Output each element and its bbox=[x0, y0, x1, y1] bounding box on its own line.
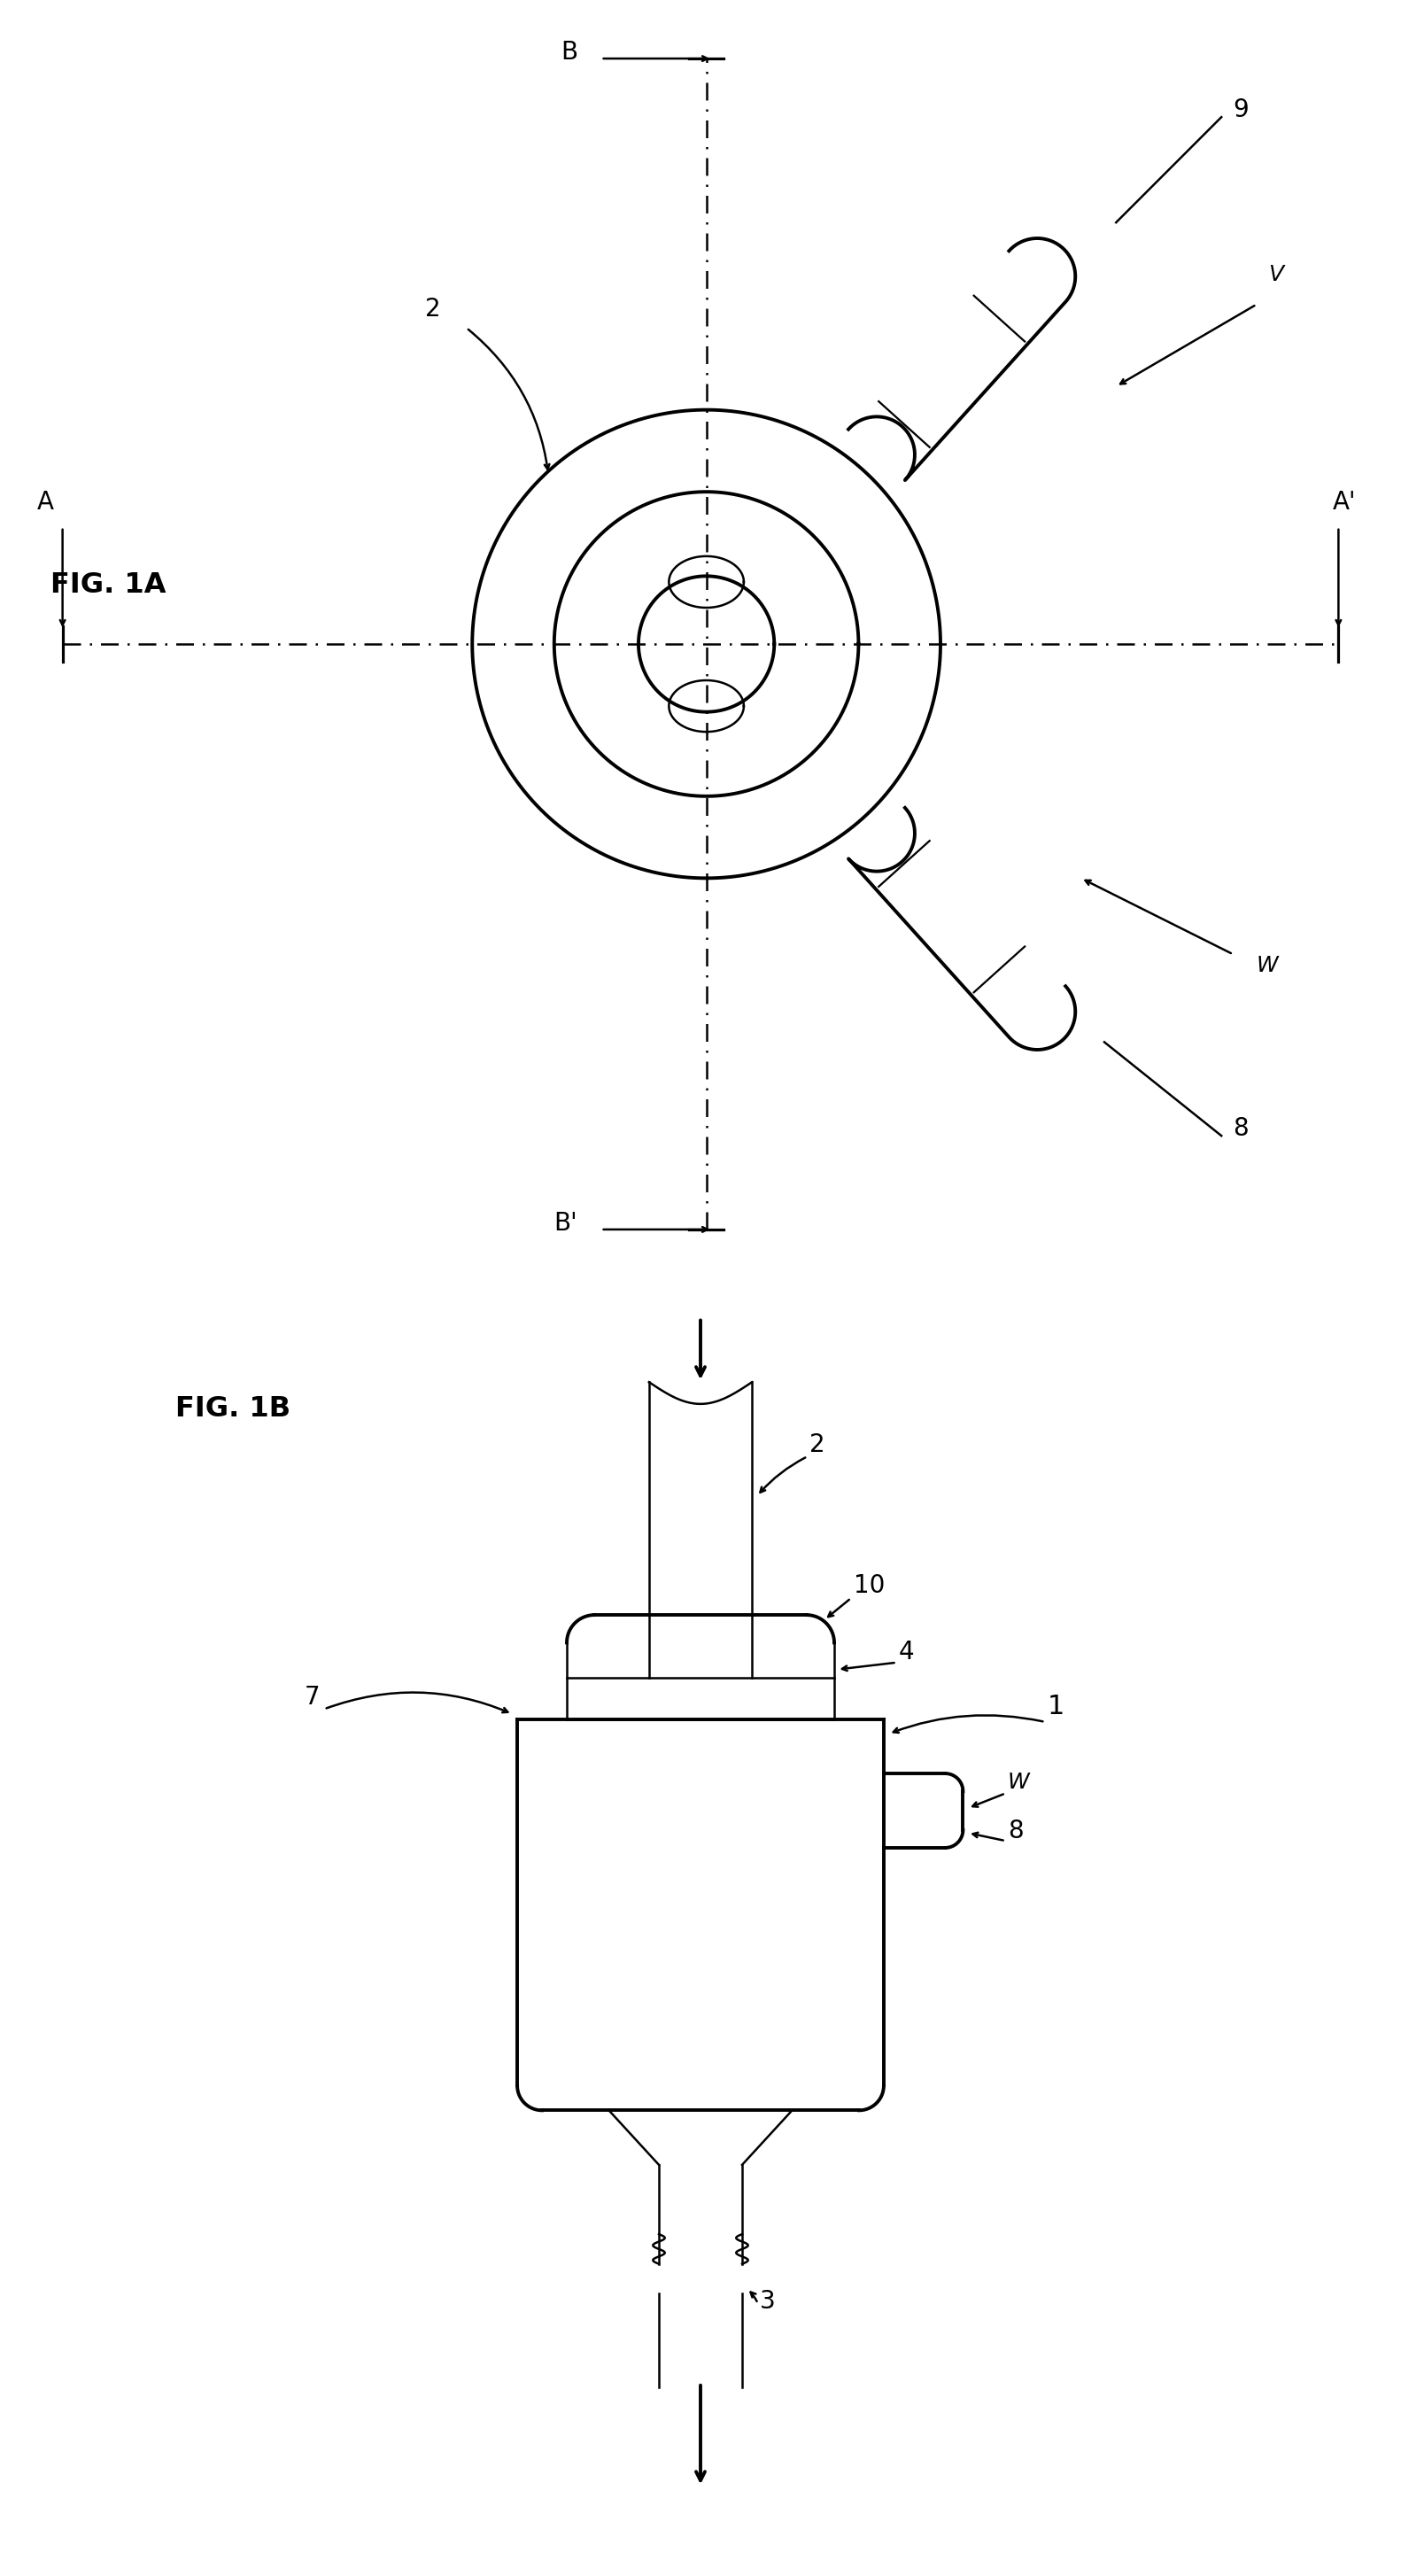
Text: B: B bbox=[560, 41, 577, 64]
Text: 9: 9 bbox=[1233, 98, 1248, 124]
Text: B': B' bbox=[553, 1211, 577, 1236]
Text: 7: 7 bbox=[304, 1685, 319, 1710]
Text: 3: 3 bbox=[759, 2290, 776, 2313]
Text: 8: 8 bbox=[1007, 1819, 1023, 1844]
Polygon shape bbox=[849, 809, 1076, 1048]
Text: 2: 2 bbox=[810, 1432, 825, 1458]
Text: W: W bbox=[1257, 956, 1279, 976]
Text: W: W bbox=[1007, 1772, 1030, 1793]
Text: 8: 8 bbox=[1233, 1115, 1248, 1141]
Text: FIG. 1B: FIG. 1B bbox=[175, 1396, 291, 1422]
Text: 10: 10 bbox=[855, 1574, 885, 1600]
Text: 4: 4 bbox=[898, 1641, 915, 1664]
Text: 1: 1 bbox=[1047, 1692, 1065, 1718]
Text: A: A bbox=[36, 489, 53, 515]
Polygon shape bbox=[849, 240, 1076, 479]
Text: FIG. 1A: FIG. 1A bbox=[50, 572, 167, 600]
Text: 2: 2 bbox=[426, 296, 441, 322]
Text: A': A' bbox=[1332, 489, 1356, 515]
Text: V: V bbox=[1268, 265, 1283, 286]
